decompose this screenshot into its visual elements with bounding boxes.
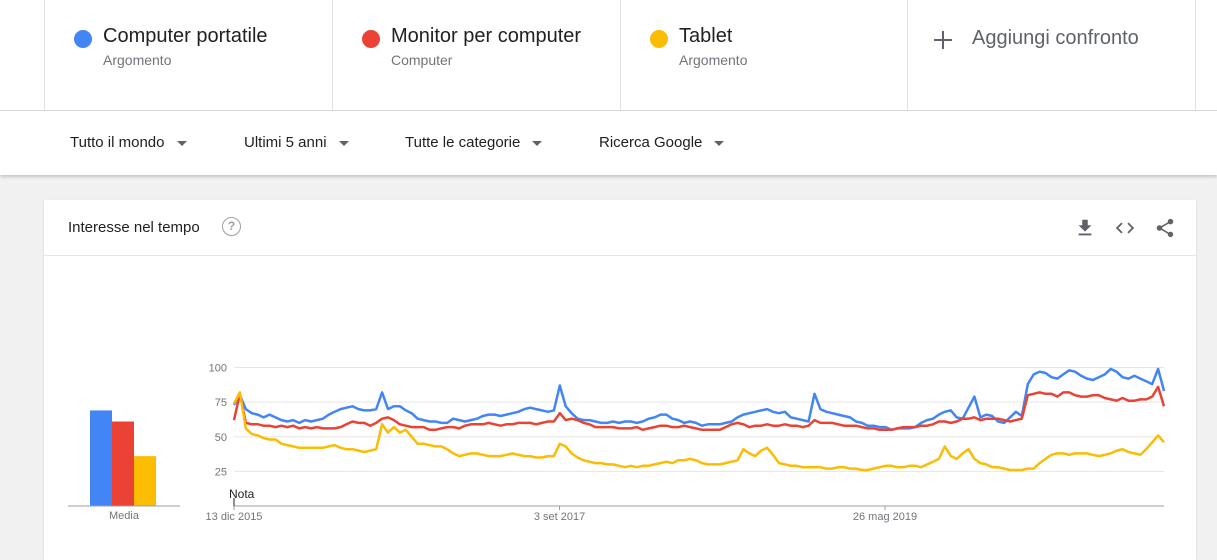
card-title: Interesse nel tempo (68, 219, 200, 236)
dropdown-arrow-icon (338, 140, 349, 146)
period-filter-label: Ultimi 5 anni (244, 134, 327, 151)
filter-bar: Tutto il mondo Ultimi 5 anni Tutte le ca… (0, 111, 1217, 175)
series-line (232, 391, 1165, 472)
interest-chart: 25 50 75 100 13 dic 2015 3 set 2017 26 mag 20… (68, 363, 1166, 523)
download-icon[interactable] (1074, 217, 1096, 239)
category-filter[interactable]: Tutte le categorie (405, 134, 543, 151)
help-icon[interactable]: ? (222, 217, 241, 236)
dropdown-arrow-icon (176, 140, 187, 146)
add-comparison-label: Aggiungi confronto (972, 27, 1139, 49)
category-filter-label: Tutte le categorie (405, 134, 521, 151)
y-tick-label: 75 (215, 397, 227, 409)
series-color-dot (650, 30, 668, 48)
term-monitor-per-computer[interactable]: Monitor per computer Computer (332, 0, 620, 110)
y-tick-label: 25 (215, 466, 227, 478)
series-line (232, 367, 1166, 432)
average-bar (90, 410, 112, 506)
period-filter[interactable]: Ultimi 5 anni (244, 134, 349, 151)
y-tick-label: 100 (209, 363, 227, 375)
chart-gridlines: 25 50 75 100 (209, 363, 1164, 507)
embed-code-icon[interactable] (1114, 217, 1136, 239)
x-tick-label: 26 mag 2019 (853, 511, 917, 523)
dropdown-arrow-icon (714, 140, 725, 146)
average-label: Media (109, 510, 140, 522)
region-filter[interactable]: Tutto il mondo (70, 134, 187, 151)
term-type: Argomento (679, 52, 748, 68)
term-name: Computer portatile (103, 25, 268, 47)
term-name: Monitor per computer (391, 25, 582, 47)
average-bars (68, 410, 180, 507)
series-lines (232, 367, 1166, 472)
interest-over-time-card: Interesse nel tempo ? 25 50 75 100 13 dic 2… (44, 200, 1196, 560)
series-color-dot (362, 30, 380, 48)
term-type: Computer (391, 52, 453, 68)
search-type-filter-label: Ricerca Google (599, 134, 703, 151)
region-filter-label: Tutto il mondo (70, 134, 165, 151)
dropdown-arrow-icon (532, 140, 543, 146)
average-bar (112, 421, 134, 506)
search-type-filter[interactable]: Ricerca Google (599, 134, 725, 151)
x-tick-label: 3 set 2017 (534, 511, 585, 523)
term-computer-portatile[interactable]: Computer portatile Argomento (44, 0, 332, 110)
average-bar (134, 456, 156, 506)
card-header: Interesse nel tempo ? (44, 200, 1196, 256)
plus-icon (934, 31, 952, 49)
term-tablet[interactable]: Tablet Argomento (620, 0, 907, 110)
term-name: Tablet (679, 25, 733, 47)
term-type: Argomento (103, 52, 172, 68)
x-tick-label: 13 dic 2015 (206, 511, 263, 523)
note-label[interactable]: Nota (229, 487, 255, 501)
y-tick-label: 50 (215, 432, 227, 444)
compare-bar: Computer portatile Argomento Monitor per… (0, 0, 1217, 111)
x-axis: 13 dic 2015 3 set 2017 26 mag 2019 (206, 498, 917, 523)
series-color-dot (74, 30, 92, 48)
series-line (232, 385, 1166, 432)
share-icon[interactable] (1154, 217, 1176, 239)
add-comparison-button[interactable]: Aggiungi confronto (907, 0, 1196, 110)
